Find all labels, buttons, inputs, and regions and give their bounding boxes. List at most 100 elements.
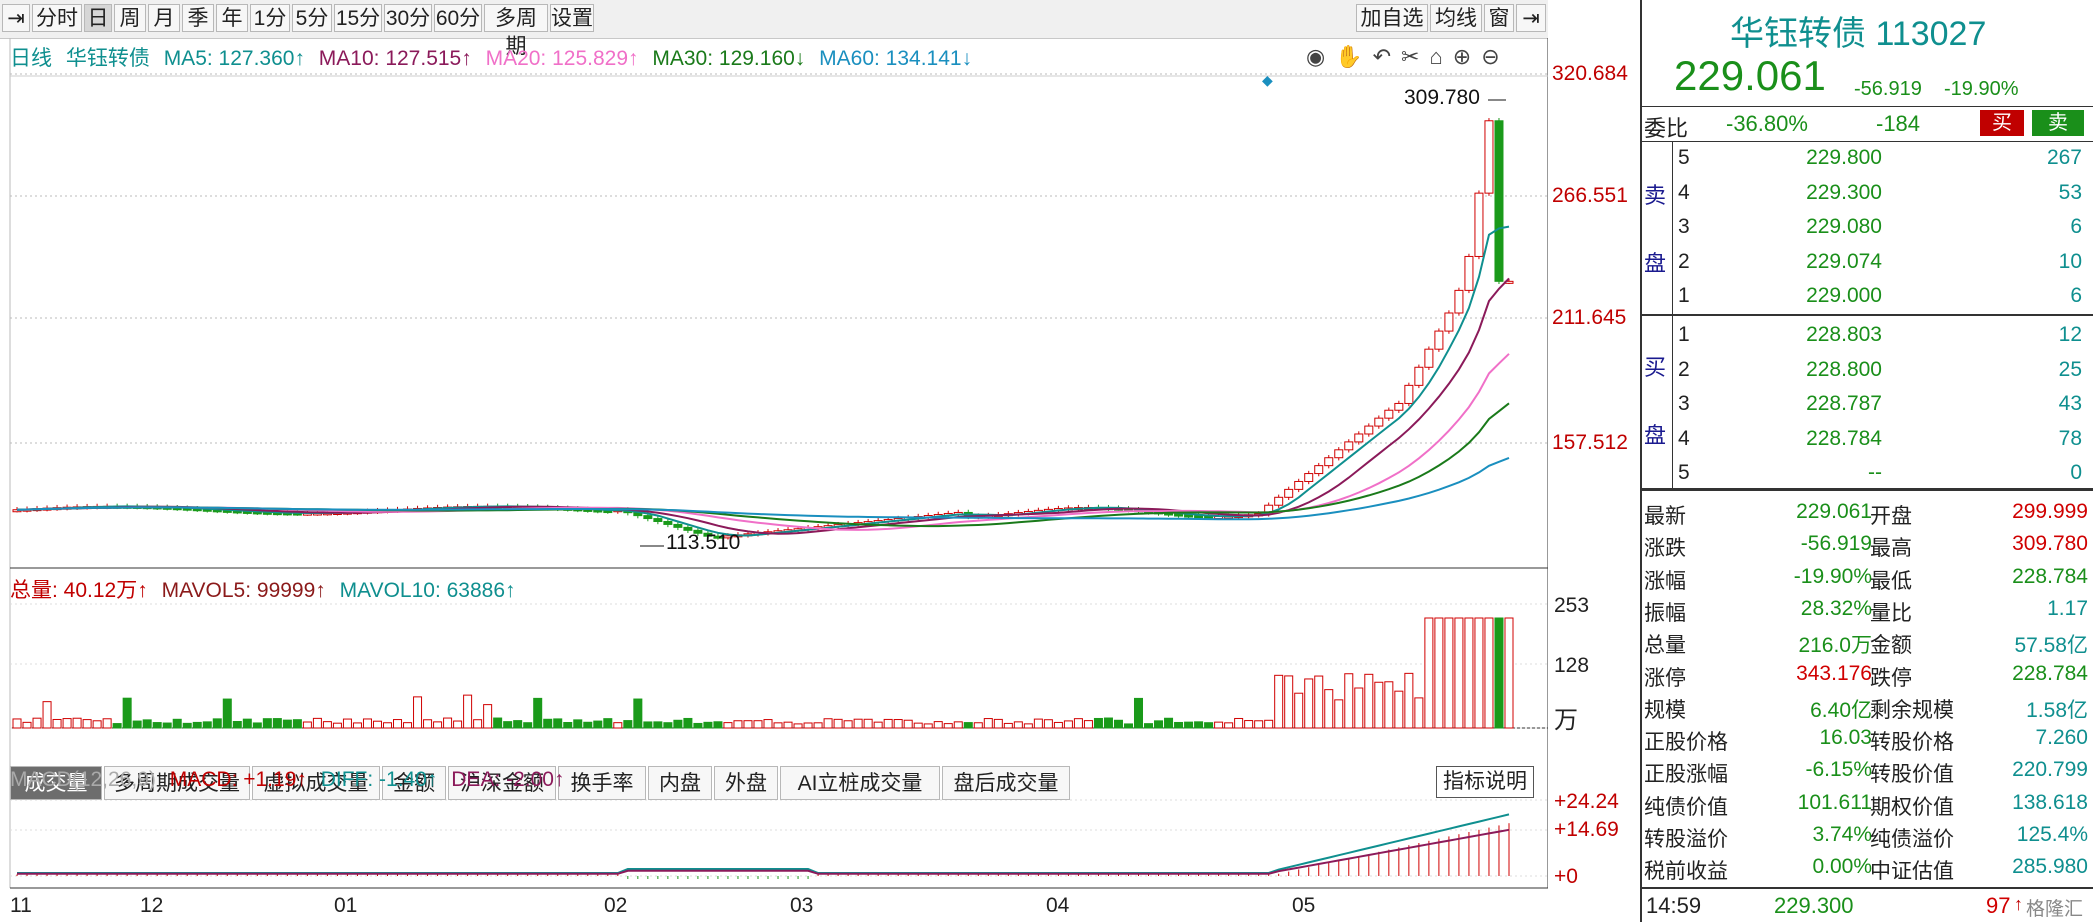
collapse-left-icon[interactable]: ⇥ — [2, 4, 30, 32]
watermark-logo: 格隆汇 — [2026, 894, 2083, 921]
price-tick: 157.512 — [1552, 431, 1628, 455]
period-button[interactable]: 周 — [114, 4, 146, 32]
price-tick: 266.551 — [1552, 184, 1628, 208]
bid-price: 228.803 — [1702, 323, 1882, 347]
expand-right-icon[interactable]: ⇥ — [1516, 4, 1546, 32]
ask-vol: 53 — [1942, 181, 2082, 205]
period-button[interactable]: 5分 — [292, 4, 332, 32]
volume-bar-up — [614, 723, 622, 728]
period-button[interactable]: 分时 — [32, 4, 82, 32]
period-button[interactable]: 15分 — [334, 4, 382, 32]
stat-value: 216.0万 — [1702, 629, 1872, 659]
volume-bar-down — [133, 721, 141, 728]
candle-up — [1395, 403, 1403, 410]
chart-area: 日线 华钰转债 MA5: 127.360↑ MA10: 127.515↑ MA2… — [0, 38, 1548, 922]
volume-bar-up — [1455, 618, 1463, 728]
volume-bar-up — [93, 721, 101, 728]
period-toolbar: ⇥ 分时日周月季年 1分 5分 15分 30分 60分 多周期 设置 加自选 均线 窗 ⇥ — [0, 0, 1548, 39]
volume-bar-up — [1435, 618, 1443, 728]
period-button[interactable]: 季 — [182, 4, 214, 32]
volume-bar-down — [273, 719, 281, 728]
volume-bar-up — [1225, 723, 1233, 728]
candle-down — [644, 516, 652, 519]
window-button[interactable]: 窗 — [1484, 4, 1514, 32]
sell-side-label: 盘 — [1644, 246, 1666, 278]
volume-bar-down — [604, 719, 612, 728]
stat-value: 1.17 — [1942, 597, 2088, 621]
volume-bar-down — [684, 718, 692, 728]
period-button[interactable]: 年 — [216, 4, 248, 32]
indicator-tab[interactable]: AI立桩成交量 — [780, 766, 940, 800]
candle-down — [1195, 516, 1203, 518]
sell-button[interactable]: 卖 — [2032, 110, 2084, 136]
event-diamond-icon[interactable]: ◆ — [1262, 72, 1273, 89]
bid-price: 228.784 — [1702, 427, 1882, 451]
volume-legend: 总量: 40.12万↑ MAVOL5: 99999↑ MAVOL10: 6388… — [10, 574, 524, 604]
indicator-help-button[interactable]: 指标说明 — [1436, 766, 1534, 798]
ma20-line — [17, 354, 1509, 530]
period-button[interactable]: 1分 — [250, 4, 290, 32]
x-tick: 02 — [604, 894, 627, 918]
volume-bar-up — [1295, 693, 1303, 728]
period-button[interactable]: 日 — [84, 4, 112, 32]
volume-bar-up — [303, 722, 311, 728]
candle-up — [1485, 121, 1493, 193]
candle-down — [674, 524, 682, 527]
volume-bar-down — [1155, 721, 1163, 728]
macd-tick: +14.69 — [1554, 818, 1619, 842]
add-watchlist-button[interactable]: 加自选 — [1356, 4, 1428, 32]
security-title: 华钰转债 113027 — [1730, 6, 1986, 55]
diff-line — [17, 814, 1509, 873]
indicator-tab[interactable]: 内盘 — [648, 766, 712, 800]
bid-lvl: 2 — [1678, 358, 1690, 382]
volume-bar-up — [383, 723, 391, 728]
ask-lvl: 1 — [1678, 284, 1690, 308]
volume-bar-up — [854, 719, 862, 728]
stat-value: 125.4% — [1942, 823, 2088, 847]
volume-bar-up — [1054, 722, 1062, 728]
volume-bar-up — [353, 723, 361, 728]
candle-up — [1355, 434, 1363, 442]
period-button[interactable]: 月 — [148, 4, 180, 32]
candle-up — [1345, 442, 1353, 450]
volume-bar-down — [1124, 724, 1132, 728]
volume-bar-down — [514, 721, 522, 728]
volume-bar-down — [1094, 718, 1102, 728]
volume-bar-down — [494, 718, 502, 728]
indicator-tab[interactable]: 外盘 — [714, 766, 778, 800]
volume-bar-up — [1315, 676, 1323, 728]
volume-bar-up — [1084, 721, 1092, 728]
indicator-tab[interactable]: 盘后成交量 — [942, 766, 1070, 800]
volume-bar-up — [824, 719, 832, 728]
buy-button[interactable]: 买 — [1980, 110, 2024, 136]
period-button[interactable]: 设置 — [550, 4, 594, 32]
diff-value: DIFF: -1.40↑ — [321, 768, 438, 791]
volume-bar-up — [794, 724, 802, 728]
volume-bar-down — [193, 722, 201, 728]
period-button[interactable]: 多周期 — [484, 4, 548, 32]
volume-bar-up — [444, 718, 452, 728]
volume-bar-up — [1425, 618, 1433, 728]
volume-bar-up — [724, 723, 732, 728]
volume-bar-up — [414, 697, 422, 728]
volume-bar-up — [1375, 682, 1383, 728]
volume-bar-down — [574, 720, 582, 728]
volume-bar-up — [1355, 688, 1363, 728]
volume-bar-up — [33, 718, 41, 728]
ma-settings-button[interactable]: 均线 — [1430, 4, 1482, 32]
candle-up — [1365, 426, 1373, 434]
volume-bar-up — [764, 720, 772, 728]
macd-legend: MACD(12,26,9) MACD: +1.19↑ DIFF: -1.40↑ … — [10, 768, 572, 792]
volume-bar-up — [934, 722, 942, 728]
volume-bar-up — [954, 722, 962, 728]
volume-bar-down — [704, 722, 712, 728]
volume-bar-down — [1165, 718, 1173, 728]
period-button[interactable]: 60分 — [434, 4, 482, 32]
period-button[interactable]: 30分 — [384, 4, 432, 32]
price-change-pct: -19.90% — [1944, 78, 2019, 101]
buy-side-label: 盘 — [1644, 418, 1666, 450]
x-tick: 03 — [790, 894, 813, 918]
volume-bar-down — [564, 722, 572, 728]
stat-value: 299.999 — [1942, 500, 2088, 524]
up-arrow-icon: ↑ — [2014, 894, 2023, 915]
